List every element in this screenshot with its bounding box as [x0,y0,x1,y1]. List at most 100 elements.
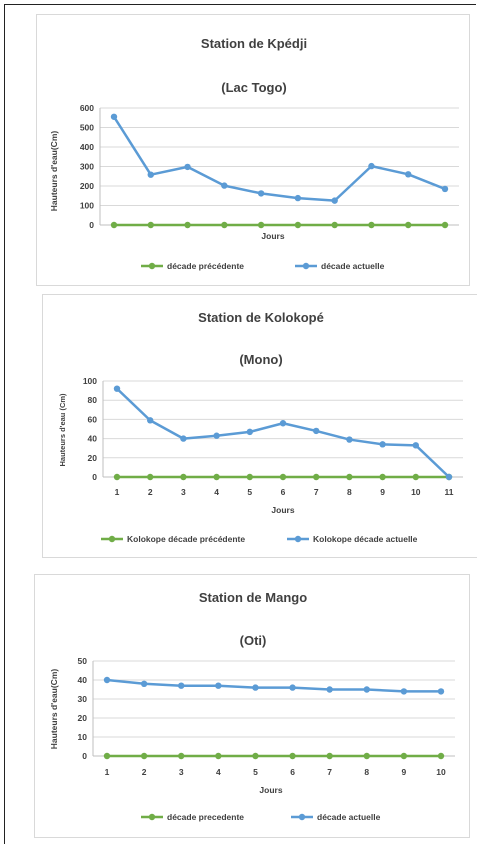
plot-area: 0 100 200 300 400 500 600 [80,103,459,230]
series-line-curr [112,116,446,202]
x-tick-label: 8 [347,487,352,497]
y-tick-label: 30 [78,694,88,704]
x-tick-label: 7 [314,487,319,497]
y-tick-label: 60 [88,414,98,424]
data-point-curr [400,688,408,695]
y-tick-label: 200 [80,181,94,191]
y-axis-label: Hauteurs d'eau(Cm) [49,131,59,212]
legend: décade precedente décade actuelle [141,812,381,822]
x-tick-label: 5 [247,487,252,497]
data-point-curr [147,417,154,424]
y-tick-label: 0 [82,751,87,761]
data-point-prev [346,473,353,481]
x-tick-label: 2 [142,767,147,777]
series-line-curr [116,387,450,478]
x-tick-label: 1 [115,487,120,497]
data-point-prev [363,752,370,760]
x-tick-label: 3 [181,487,186,497]
data-point-curr [110,113,118,120]
x-tick-label: 8 [364,767,369,777]
data-point-curr [313,427,320,435]
data-point-prev [368,221,375,229]
data-point-prev [412,473,419,481]
y-tick-label: 500 [80,123,94,133]
chart-kolokope: Station de Kolokopé (Mono) 0 20 40 60 80 100 1… [42,294,477,558]
data-point-prev [221,221,228,229]
x-tick-label: 4 [216,767,221,777]
y-tick-label: 10 [78,732,88,742]
data-point-prev [289,752,296,760]
data-point-prev [178,752,185,760]
y-tick-label: 400 [80,142,94,152]
y-tick-label: 0 [92,472,97,482]
y-tick-label: 100 [80,201,94,211]
data-point-prev [326,752,333,760]
y-tick-label: 300 [80,162,94,172]
data-point-prev [252,752,259,760]
data-point-curr [289,684,296,691]
data-point-curr [368,162,375,170]
data-point-prev [147,473,154,481]
x-tick-label: 10 [411,487,421,497]
data-point-curr [215,682,222,689]
y-tick-label: 20 [88,453,98,463]
data-point-prev [313,473,320,481]
data-point-curr [184,163,191,171]
data-point-curr [363,686,370,693]
legend-marker-curr [302,262,310,270]
data-point-prev [184,221,191,229]
data-point-prev [140,752,148,760]
y-tick-label: 50 [78,656,88,666]
data-point-curr [213,432,220,439]
x-tick-label: 10 [436,767,446,777]
x-tick-label: 7 [327,767,332,777]
chart-kpedji: Station de Kpédji (Lac Togo) 0 100 200 300 4… [36,14,470,286]
legend-marker-curr [294,535,302,543]
chart-svg-kpedji: Station de Kpédji (Lac Togo) 0 100 200 300 4… [49,36,459,271]
data-point-prev [441,221,449,229]
data-point-curr [331,197,338,204]
data-point-curr [180,435,187,442]
legend-marker-curr [298,813,306,821]
data-point-curr [346,436,353,443]
legend-marker-prev [148,262,156,270]
y-tick-label: 40 [88,434,98,444]
data-point-prev [215,752,222,760]
chart-svg-kolokope: Station de Kolokopé (Mono) 0 20 40 60 80 100 1… [58,310,463,544]
data-point-prev [113,473,121,481]
data-point-prev [103,752,111,760]
data-point-curr [441,185,449,193]
y-tick-label: 20 [78,713,88,723]
chart-title: Station de Kolokopé [198,310,324,325]
x-tick-label: 2 [148,487,153,497]
data-point-curr [279,420,287,427]
data-point-curr [147,171,154,178]
chart-mango: Station de Mango (Oti) 0 10 20 30 40 50 1 2 3 4 5 6… [34,574,470,838]
legend-marker-prev [108,535,116,543]
data-point-prev [180,473,187,481]
x-tick-label: 4 [214,487,219,497]
data-point-curr [326,686,333,693]
legend: décade précédente décade actuelle [141,261,385,271]
y-axis-label: Hauteurs d'eau (Cm) [58,393,67,467]
chart-title: Station de Kpédji [201,36,307,51]
data-point-prev [147,221,154,229]
plot-area: 0 10 20 30 40 50 1 2 3 4 5 6 7 8 9 10 [78,656,455,777]
y-axis-label: Hauteurs d'eau(Cm) [49,669,59,750]
chart-subtitle: (Mono) [239,352,282,367]
data-point-curr [257,190,265,197]
data-point-curr [103,676,111,684]
data-point-curr [178,682,185,689]
data-point-prev [257,221,265,229]
chart-subtitle: (Lac Togo) [221,80,286,95]
legend-label-prev: décade precedente [167,812,244,822]
data-point-prev [213,473,220,481]
data-point-curr [412,442,419,449]
y-tick-label: 100 [83,376,97,386]
data-point-prev [294,221,302,229]
legend-label-prev: Kolokope décade précédente [127,534,245,544]
y-tick-label: 80 [88,395,98,405]
data-point-curr [246,428,253,436]
data-point-curr [221,182,228,189]
data-point-prev [379,473,386,481]
